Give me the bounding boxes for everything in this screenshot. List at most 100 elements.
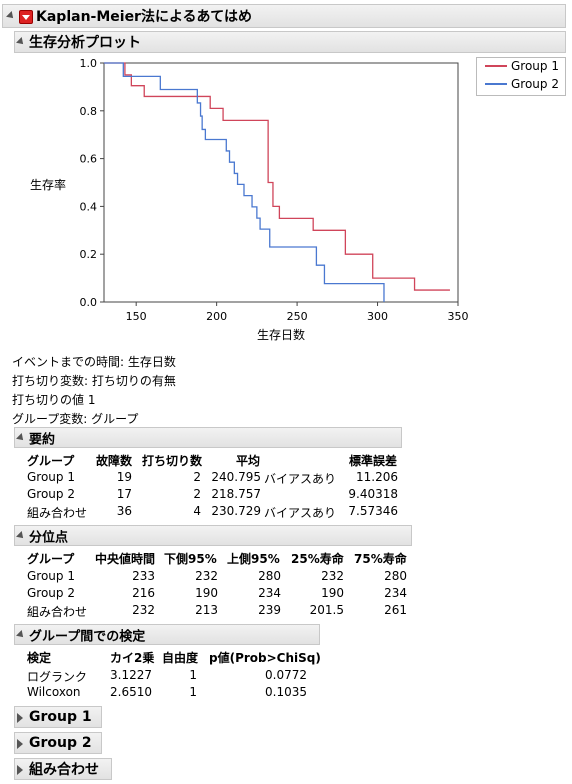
quantiles-cell: 280 [384, 569, 407, 583]
quantiles-cell: 234 [384, 586, 407, 600]
group2-section-header[interactable]: Group 2 [14, 732, 102, 754]
y-tick-label: 0.2 [80, 248, 98, 261]
plot-section-header[interactable]: 生存分析プロット [14, 31, 566, 53]
quantiles-cell: 232 [132, 603, 155, 617]
info-line-censor-var: 打ち切り変数: 打ち切りの有無 [12, 374, 176, 388]
x-tick-label: 300 [367, 310, 388, 323]
info-line-event-time: イベントまでの時間: 生存日数 [12, 355, 176, 369]
tests-header: 検定 [27, 651, 52, 665]
y-tick-label: 1.0 [80, 57, 98, 70]
summary-cell: 2 [193, 487, 201, 501]
group2-section-title: Group 2 [29, 735, 92, 751]
quantiles-header: 中央値時間 [95, 552, 156, 566]
x-tick-label: 250 [287, 310, 308, 323]
quantiles-cell: 201.5 [309, 603, 344, 617]
group1-section-header[interactable]: Group 1 [14, 706, 102, 728]
quantiles-cell: 190 [195, 586, 218, 600]
summary-cell: 240.795 [211, 470, 261, 484]
tests-header: p値(Prob>ChiSq) [209, 651, 321, 665]
tests-cell: 1 [189, 668, 197, 682]
quantiles-header: 下側95% [164, 552, 217, 566]
disclosure-open-icon[interactable] [16, 630, 26, 640]
report-header[interactable]: Kaplan-Meier法によるあてはめ [2, 4, 566, 28]
y-tick-label: 0.0 [80, 296, 98, 309]
summary-cell: Group 2 [27, 487, 75, 501]
report-title: Kaplan-Meier法によるあてはめ [36, 9, 252, 25]
combined-section-header[interactable]: 組み合わせ [14, 758, 112, 780]
info-line-group-var: グループ変数: グループ [12, 412, 139, 426]
summary-cell: 19 [116, 470, 132, 484]
quantiles-cell: 239 [258, 603, 281, 617]
tests-header: カイ2乗 [110, 651, 155, 665]
legend-swatch-group2 [485, 83, 507, 85]
summary-cell: 4 [193, 504, 201, 518]
combined-section-title: 組み合わせ [29, 762, 99, 778]
x-tick-label: 200 [206, 310, 227, 323]
quantiles-cell: 280 [258, 569, 281, 583]
disclosure-open-icon[interactable] [16, 531, 26, 541]
summary-cell: 組み合わせ [27, 506, 88, 520]
tests-cell: 2.6510 [110, 685, 152, 699]
summary-cell: 9.40318 [348, 487, 398, 501]
legend-label-group2: Group 2 [511, 77, 559, 91]
summary-cell: 230.729 [211, 504, 261, 518]
tests-title: グループ間での検定 [29, 629, 146, 644]
summary-header-group: グループ [27, 454, 75, 468]
summary-cell: バイアスあり [264, 472, 337, 486]
legend-swatch-group1 [485, 65, 507, 67]
quantiles-cell: 213 [195, 603, 218, 617]
summary-cell: 11.206 [356, 470, 398, 484]
tests-cell: 3.1227 [110, 668, 152, 682]
y-tick-label: 0.4 [80, 200, 98, 213]
summary-cell: 17 [116, 487, 132, 501]
summary-cell: バイアスあり [264, 506, 337, 520]
quantiles-cell: 組み合わせ [27, 605, 88, 619]
quantiles-section-header[interactable]: 分位点 [14, 525, 412, 546]
y-axis-label: 生存率 [30, 178, 67, 192]
group1-section-title: Group 1 [29, 709, 92, 725]
summary-cell: 7.57346 [348, 504, 398, 518]
quantiles-cell: Group 1 [27, 569, 75, 583]
tests-cell: Wilcoxon [27, 685, 81, 699]
summary-header-stderr: 標準誤差 [349, 454, 398, 468]
tests-cell: 0.0772 [265, 668, 307, 682]
red-triangle-menu-icon[interactable] [19, 10, 33, 24]
summary-title: 要約 [29, 432, 56, 447]
legend-label-group1: Group 1 [511, 59, 559, 73]
quantiles-cell: 233 [132, 569, 155, 583]
quantiles-header: グループ [27, 552, 75, 566]
summary-cell: 2 [193, 470, 201, 484]
summary-section-header[interactable]: 要約 [14, 427, 402, 448]
x-axis-label: 生存日数 [257, 328, 306, 342]
quantiles-cell: 232 [321, 569, 344, 583]
quantiles-title: 分位点 [29, 530, 69, 545]
summary-cell: 36 [116, 504, 132, 518]
disclosure-closed-icon[interactable] [17, 739, 23, 749]
quantiles-header: 25%寿命 [291, 552, 344, 566]
plot-frame [103, 62, 459, 303]
quantiles-cell: 190 [321, 586, 344, 600]
tests-section-header[interactable]: グループ間での検定 [14, 624, 320, 645]
survival-curve-1 [104, 62, 450, 291]
survival-curve-2 [104, 62, 385, 302]
tests-header: 自由度 [162, 651, 199, 665]
x-tick-label: 150 [126, 310, 147, 323]
disclosure-open-icon[interactable] [16, 433, 26, 443]
y-tick-label: 0.6 [80, 153, 98, 166]
summary-cell: Group 1 [27, 470, 75, 484]
disclosure-closed-icon[interactable] [17, 713, 23, 723]
summary-cell: 218.757 [211, 487, 261, 501]
x-tick-label: 350 [448, 310, 469, 323]
tests-cell: ログランク [27, 670, 88, 684]
quantiles-header: 上側95% [227, 552, 280, 566]
survival-plot: 0.0 0.2 0.4 0.6 0.8 1.0 150 200 250 300 350 [80, 57, 469, 323]
summary-header-failures: 故障数 [96, 454, 133, 468]
info-line-censor-value: 打ち切りの値 1 [12, 393, 96, 407]
summary-header-censored: 打ち切り数 [142, 454, 203, 468]
disclosure-closed-icon[interactable] [17, 765, 23, 775]
quantiles-cell: 261 [384, 603, 407, 617]
quantiles-cell: 232 [195, 569, 218, 583]
quantiles-header: 75%寿命 [354, 552, 407, 566]
tests-cell: 1 [189, 685, 197, 699]
y-tick-label: 0.8 [80, 105, 98, 118]
